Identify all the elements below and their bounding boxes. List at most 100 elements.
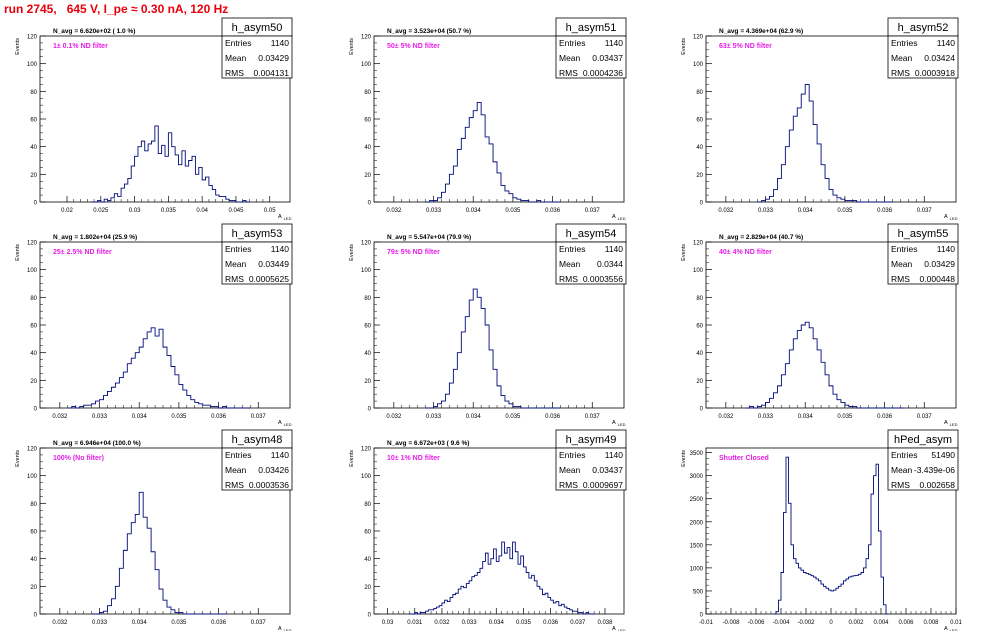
y-tick-label: 80 [364, 90, 371, 96]
x-tick-label: 0.033 [758, 414, 774, 420]
x-tick-label: 0.034 [132, 414, 148, 420]
stats-key: RMS [225, 68, 244, 78]
stats-value: 0.0009697 [583, 480, 623, 490]
x-tick-label: 0.035 [505, 208, 521, 214]
x-axis-title: A LED [612, 626, 626, 631]
y-tick-label: 40 [364, 557, 371, 563]
x-axis-title: A LED [944, 626, 958, 631]
y-tick-label: 80 [364, 296, 371, 302]
x-tick-label: 0.037 [585, 414, 601, 420]
stats-value: 1140 [937, 244, 956, 254]
y-tick-label: 1000 [690, 566, 704, 572]
y-tick-label: 60 [30, 118, 37, 124]
x-tick-label: 0.02 [61, 208, 73, 214]
y-axis-title: Events [15, 450, 21, 467]
navg-label: N_avg = 2.829e+04 (40.7 %) [719, 234, 803, 241]
y-tick-label: 60 [364, 324, 371, 330]
x-axis-title-main: A [278, 626, 282, 631]
y-tick-label: 120 [693, 241, 704, 247]
y-axis-title: Events [681, 450, 687, 467]
histogram-line [745, 321, 905, 409]
filter-label: 50± 5% ND filter [387, 43, 440, 50]
navg-label: N_avg = 4.369e+04 (62.9 %) [719, 28, 803, 35]
x-tick-label: -0.002 [797, 620, 815, 626]
y-axis-title: Events [349, 38, 355, 55]
stats-key: Mean [225, 53, 247, 63]
histogram-panel-h_asym54: 0 20 40 60 80 100 120 0.032 0.033 0.034 0.035 0.036… [349, 223, 627, 427]
stats-key: Entries [891, 244, 917, 254]
filter-label: 1± 0.1% ND filter [53, 43, 108, 50]
y-tick-label: 40 [364, 351, 371, 357]
x-tick-label: 0.035 [837, 208, 853, 214]
y-tick-label: 3000 [690, 474, 704, 480]
x-tick-label: 0.03 [129, 208, 141, 214]
x-tick-label: 0.05 [264, 208, 276, 214]
y-tick-label: 0 [368, 201, 372, 207]
x-tick-label: 0.032 [718, 208, 734, 214]
stats-key: Entries [559, 450, 585, 460]
y-tick-label: 40 [696, 351, 703, 357]
x-axis-title-main: A [612, 420, 616, 426]
y-tick-label: 0 [700, 407, 704, 413]
x-tick-label: 0.034 [132, 620, 148, 626]
y-tick-label: 2500 [690, 497, 704, 503]
histogram-panel-h_asym49: 0 20 40 60 80 100 120 0.03 0.031 0.032 0.033 0.034 0… [349, 429, 627, 631]
histogram-panel-h_asym51: 0 20 40 60 80 100 120 0.032 0.033 0.034 0.035 0.036… [349, 17, 627, 221]
y-tick-label: 100 [361, 62, 372, 68]
x-tick-label: 0.033 [426, 208, 442, 214]
stats-key: Entries [559, 244, 585, 254]
y-axis-title: Events [15, 244, 21, 261]
x-tick-label: 0.037 [570, 620, 586, 626]
histogram-panel-h_asym53: 0 20 40 60 80 100 120 0.032 0.033 0.034 0.035 0.036… [15, 223, 293, 427]
stats-value: 1140 [605, 450, 624, 460]
stats-value: 0.03437 [592, 465, 623, 475]
stats-value: 0.03437 [592, 53, 623, 63]
x-axis-title-sub: LED [618, 216, 626, 221]
stats-key: Mean [225, 259, 247, 269]
x-axis-title-main: A [944, 420, 948, 426]
x-axis-title-sub: LED [950, 422, 958, 427]
histogram-line [90, 125, 250, 203]
y-axis-title: Events [681, 38, 687, 55]
stats-value: 0.0003918 [915, 68, 955, 78]
stats-title: h_asym53 [232, 228, 283, 240]
y-tick-label: 2000 [690, 520, 704, 526]
stats-value: 1140 [605, 38, 624, 48]
stats-key: Mean [559, 53, 581, 63]
x-tick-label: 0.034 [489, 620, 505, 626]
x-tick-label: 0.034 [466, 414, 482, 420]
y-tick-label: 0 [34, 407, 38, 413]
x-tick-label: 0.033 [92, 414, 108, 420]
y-tick-label: 60 [696, 324, 703, 330]
x-axis-title-main: A [612, 214, 616, 220]
stats-title: h_asym52 [898, 22, 949, 34]
navg-label: N_avg = 5.547e+04 (79.9 %) [387, 234, 471, 241]
y-tick-label: 120 [361, 241, 372, 247]
stats-key: Mean [559, 465, 581, 475]
stats-value: 0.004131 [254, 68, 290, 78]
stats-value: 0.03429 [924, 259, 955, 269]
y-axis-title: Events [681, 244, 687, 261]
x-tick-label: 0.033 [462, 620, 478, 626]
y-tick-label: 20 [30, 379, 37, 385]
histogram-panel-h_asym50: 0 20 40 60 80 100 120 0.02 0.025 0.03 0.035 0.04 0.0… [15, 17, 293, 221]
x-tick-label: 0.03 [382, 620, 394, 626]
y-tick-label: 40 [364, 145, 371, 151]
y-tick-label: 80 [364, 502, 371, 508]
y-tick-label: 60 [364, 530, 371, 536]
stats-key: RMS [559, 274, 578, 284]
x-axis-title-sub: LED [618, 422, 626, 427]
y-tick-label: 0 [34, 201, 38, 207]
y-tick-label: 80 [30, 296, 37, 302]
stats-key: Mean [891, 259, 913, 269]
stats-value: 0.0004236 [583, 68, 623, 78]
stats-key: RMS [559, 480, 578, 490]
y-tick-label: 0 [34, 613, 38, 619]
x-tick-label: 0.032 [386, 414, 402, 420]
x-tick-label: 0.036 [545, 414, 561, 420]
stats-title: h_asym49 [566, 434, 617, 446]
stats-value: 1140 [937, 38, 956, 48]
x-tick-label: 0 [829, 620, 833, 626]
stats-value: 0.000448 [920, 274, 956, 284]
stats-key: Entries [559, 38, 585, 48]
